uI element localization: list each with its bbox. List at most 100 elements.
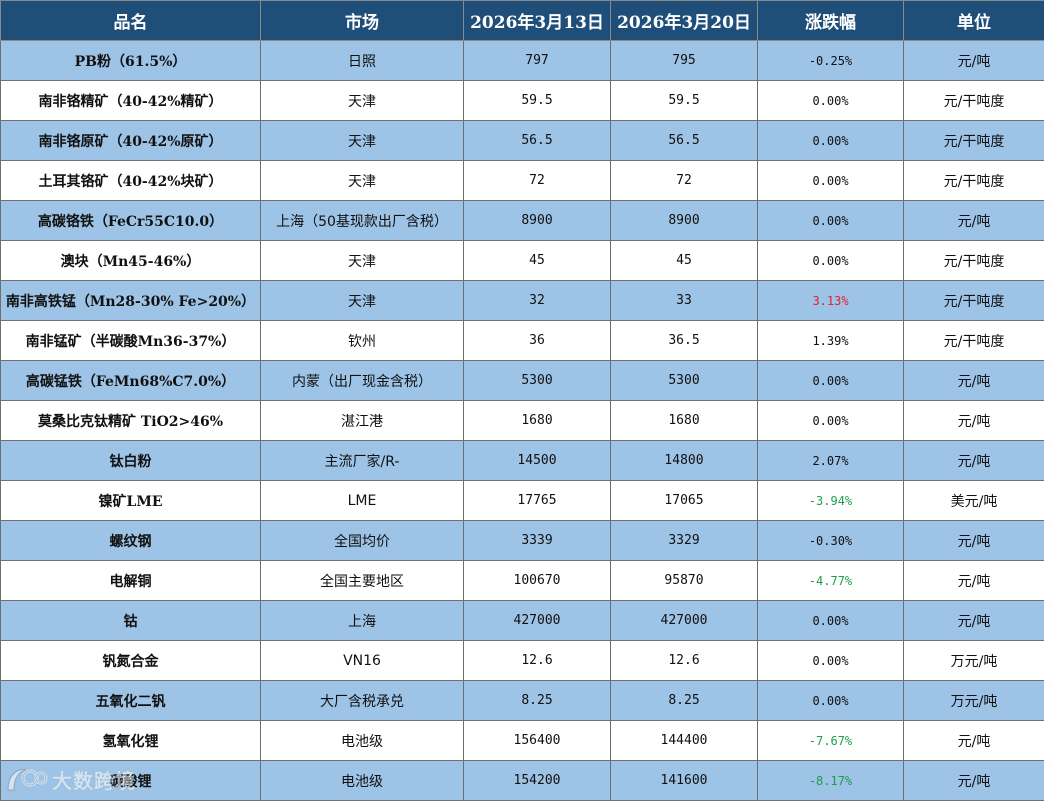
cell-price-prev: 8900 bbox=[463, 200, 611, 241]
header-product-name: 品名 bbox=[0, 0, 261, 41]
cell-change: 0.00% bbox=[757, 400, 904, 441]
cell-market: 天津 bbox=[260, 160, 464, 201]
cell-unit: 元/干吨度 bbox=[903, 160, 1044, 201]
cell-unit: 元/吨 bbox=[903, 760, 1044, 801]
cell-price-curr: 12.6 bbox=[610, 640, 758, 681]
cell-unit: 元/吨 bbox=[903, 360, 1044, 401]
cell-unit: 元/干吨度 bbox=[903, 240, 1044, 281]
cell-price-curr: 33 bbox=[610, 280, 758, 321]
table-row: 氢氧化锂 电池级 156400 144400 -7.67% 元/吨 bbox=[0, 720, 1044, 761]
cell-unit: 元/吨 bbox=[903, 200, 1044, 241]
cell-market: 湛江港 bbox=[260, 400, 464, 441]
cell-change: -0.25% bbox=[757, 40, 904, 81]
table-row: 澳块（Mn45-46%） 天津 45 45 0.00% 元/干吨度 bbox=[0, 240, 1044, 281]
cell-unit: 元/吨 bbox=[903, 40, 1044, 81]
cell-market: 全国主要地区 bbox=[260, 560, 464, 601]
header-row: 品名 市场 2026年3月13日 2026年3月20日 涨跌幅 单位 bbox=[0, 0, 1044, 41]
cell-unit: 元/吨 bbox=[903, 440, 1044, 481]
cell-unit: 美元/吨 bbox=[903, 480, 1044, 521]
table-row: 螺纹钢 全国均价 3339 3329 -0.30% 元/吨 bbox=[0, 520, 1044, 561]
cell-unit: 万元/吨 bbox=[903, 680, 1044, 721]
cell-price-prev: 12.6 bbox=[463, 640, 611, 681]
cell-product-name: 土耳其铬矿（40-42%块矿） bbox=[0, 160, 261, 201]
cell-product-name: 南非高铁锰（Mn28-30% Fe>20%） bbox=[0, 280, 261, 321]
cell-price-prev: 32 bbox=[463, 280, 611, 321]
cell-market: 电池级 bbox=[260, 720, 464, 761]
cell-price-prev: 56.5 bbox=[463, 120, 611, 161]
cell-product-name: 高碳铬铁（FeCr55C10.0） bbox=[0, 200, 261, 241]
cell-change: 0.00% bbox=[757, 680, 904, 721]
cell-price-curr: 72 bbox=[610, 160, 758, 201]
table-row: 南非锰矿（半碳酸Mn36-37%） 钦州 36 36.5 1.39% 元/干吨度 bbox=[0, 320, 1044, 361]
cell-unit: 元/干吨度 bbox=[903, 120, 1044, 161]
cell-market: 主流厂家/R- bbox=[260, 440, 464, 481]
cell-price-curr: 45 bbox=[610, 240, 758, 281]
cell-change: 0.00% bbox=[757, 80, 904, 121]
cell-price-prev: 5300 bbox=[463, 360, 611, 401]
table-row: 南非铬原矿（40-42%原矿） 天津 56.5 56.5 0.00% 元/干吨度 bbox=[0, 120, 1044, 161]
cell-market: 日照 bbox=[260, 40, 464, 81]
cell-change: 0.00% bbox=[757, 640, 904, 681]
cell-price-curr: 795 bbox=[610, 40, 758, 81]
cell-unit: 元/干吨度 bbox=[903, 280, 1044, 321]
cell-product-name: PB粉（61.5%） bbox=[0, 40, 261, 81]
cell-change: -3.94% bbox=[757, 480, 904, 521]
cell-product-name: 莫桑比克钛精矿 TiO2>46% bbox=[0, 400, 261, 441]
cell-price-prev: 100670 bbox=[463, 560, 611, 601]
cell-price-curr: 144400 bbox=[610, 720, 758, 761]
cell-price-curr: 141600 bbox=[610, 760, 758, 801]
cell-price-curr: 5300 bbox=[610, 360, 758, 401]
table-body: PB粉（61.5%） 日照 797 795 -0.25% 元/吨 南非铬精矿（40-42%精… bbox=[0, 40, 1044, 801]
table-row: 五氧化二钒 大厂含税承兑 8.25 8.25 0.00% 万元/吨 bbox=[0, 680, 1044, 721]
cell-market: 上海（50基现款出厂含税） bbox=[260, 200, 464, 241]
cell-product-name: 碳酸锂 bbox=[0, 760, 261, 801]
header-unit: 单位 bbox=[903, 0, 1044, 41]
cell-price-prev: 36 bbox=[463, 320, 611, 361]
cell-price-curr: 3329 bbox=[610, 520, 758, 561]
cell-price-prev: 154200 bbox=[463, 760, 611, 801]
cell-change: 0.00% bbox=[757, 200, 904, 241]
cell-market: 上海 bbox=[260, 600, 464, 641]
header-price-curr: 2026年3月20日 bbox=[610, 0, 758, 41]
cell-market: 天津 bbox=[260, 120, 464, 161]
table-row: 土耳其铬矿（40-42%块矿） 天津 72 72 0.00% 元/干吨度 bbox=[0, 160, 1044, 201]
cell-price-prev: 3339 bbox=[463, 520, 611, 561]
cell-market: VN16 bbox=[260, 640, 464, 681]
cell-unit: 元/吨 bbox=[903, 720, 1044, 761]
cell-price-curr: 56.5 bbox=[610, 120, 758, 161]
cell-price-curr: 59.5 bbox=[610, 80, 758, 121]
cell-market: 天津 bbox=[260, 240, 464, 281]
cell-price-curr: 8.25 bbox=[610, 680, 758, 721]
cell-market: LME bbox=[260, 480, 464, 521]
cell-unit: 元/吨 bbox=[903, 520, 1044, 561]
cell-unit: 元/干吨度 bbox=[903, 320, 1044, 361]
cell-unit: 元/吨 bbox=[903, 560, 1044, 601]
cell-change: 0.00% bbox=[757, 160, 904, 201]
cell-unit: 元/吨 bbox=[903, 600, 1044, 641]
cell-change: 0.00% bbox=[757, 600, 904, 641]
cell-change: -0.30% bbox=[757, 520, 904, 561]
cell-product-name: 钒氮合金 bbox=[0, 640, 261, 681]
table-row: 钒氮合金 VN16 12.6 12.6 0.00% 万元/吨 bbox=[0, 640, 1044, 681]
table-row: 南非铬精矿（40-42%精矿） 天津 59.5 59.5 0.00% 元/干吨度 bbox=[0, 80, 1044, 121]
cell-market: 天津 bbox=[260, 280, 464, 321]
cell-price-prev: 14500 bbox=[463, 440, 611, 481]
cell-product-name: 南非锰矿（半碳酸Mn36-37%） bbox=[0, 320, 261, 361]
table-row: 镍矿LME LME 17765 17065 -3.94% 美元/吨 bbox=[0, 480, 1044, 521]
cell-price-curr: 14800 bbox=[610, 440, 758, 481]
cell-price-curr: 1680 bbox=[610, 400, 758, 441]
cell-market: 大厂含税承兑 bbox=[260, 680, 464, 721]
cell-product-name: 南非铬精矿（40-42%精矿） bbox=[0, 80, 261, 121]
header-market: 市场 bbox=[260, 0, 464, 41]
header-price-prev: 2026年3月13日 bbox=[463, 0, 611, 41]
cell-change: 2.07% bbox=[757, 440, 904, 481]
cell-change: 0.00% bbox=[757, 240, 904, 281]
cell-change: 0.00% bbox=[757, 120, 904, 161]
cell-market: 内蒙（出厂现金含税） bbox=[260, 360, 464, 401]
cell-product-name: 钴 bbox=[0, 600, 261, 641]
table-header: 品名 市场 2026年3月13日 2026年3月20日 涨跌幅 单位 bbox=[0, 0, 1044, 41]
cell-price-prev: 797 bbox=[463, 40, 611, 81]
table-row: 钛白粉 主流厂家/R- 14500 14800 2.07% 元/吨 bbox=[0, 440, 1044, 481]
cell-change: 1.39% bbox=[757, 320, 904, 361]
